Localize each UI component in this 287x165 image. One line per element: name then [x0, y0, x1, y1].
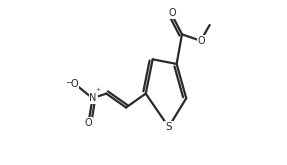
Text: O: O	[197, 36, 205, 46]
Text: O: O	[71, 79, 78, 89]
Text: N: N	[89, 93, 97, 103]
Text: −: −	[65, 78, 72, 87]
Text: O: O	[168, 8, 176, 18]
Text: O: O	[85, 118, 92, 128]
Text: +: +	[96, 87, 101, 92]
Text: S: S	[165, 122, 172, 132]
